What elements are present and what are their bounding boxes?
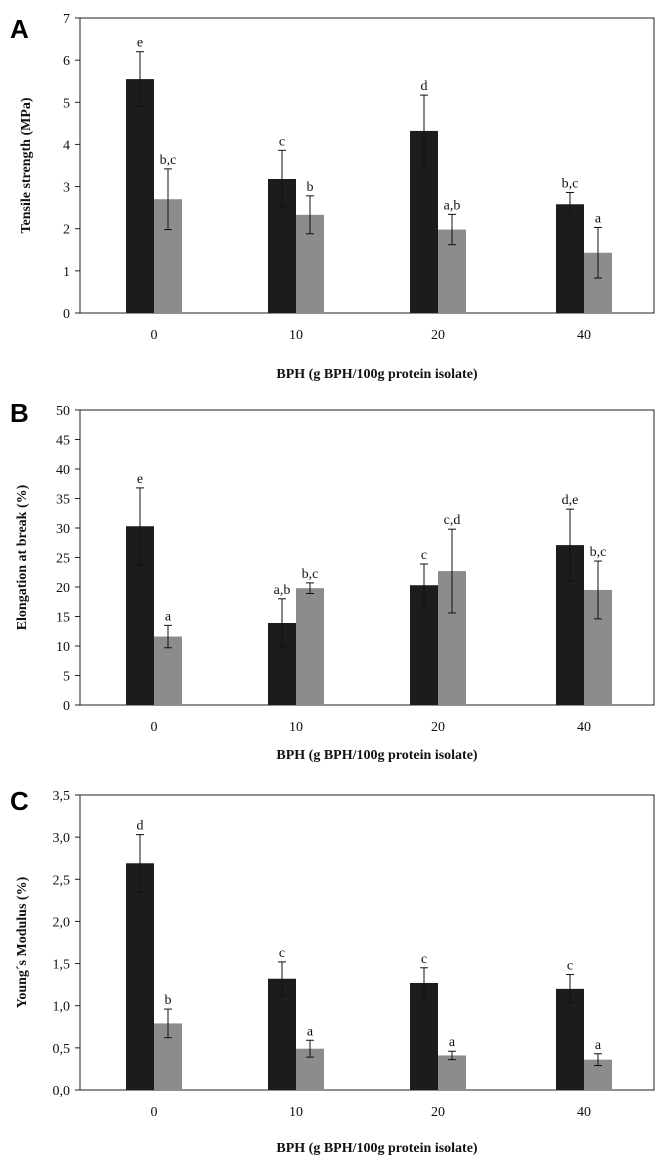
y-tick-label: 1: [63, 265, 70, 280]
significance-label: b,c: [562, 176, 579, 191]
bar: [556, 988, 584, 1090]
significance-label: a,b: [444, 198, 461, 213]
y-tick-label: 3: [63, 181, 70, 196]
bar: [268, 978, 296, 1090]
significance-label: d,e: [562, 493, 579, 508]
y-tick-label: 1,5: [53, 958, 71, 973]
bar: [410, 982, 438, 1090]
y-tick-label: 0: [63, 307, 70, 322]
significance-label: a: [595, 211, 602, 226]
significance-label: b,c: [302, 567, 319, 582]
y-tick-label: 7: [63, 12, 70, 27]
significance-label: c: [279, 134, 285, 149]
y-tick-label: 2,0: [53, 915, 71, 930]
y-tick-label: 2: [63, 223, 70, 238]
significance-label: d: [137, 819, 144, 834]
chart-panel-c: C 0,0 0,5 1,0 1,5 2,0 2,5 3,0 3,5 Young´s Modulus…: [10, 786, 655, 1156]
significance-label: a,b: [274, 583, 291, 598]
significance-label: c: [421, 548, 427, 563]
panel-letter: C: [10, 786, 29, 816]
significance-label: b,c: [590, 545, 607, 560]
y-tick-label: 15: [56, 611, 70, 626]
chart-panel-b: B 0 5 10 15 20 25 30 35 40 45 50 Elongation at break…: [10, 398, 655, 763]
significance-label: c: [567, 959, 573, 974]
significance-label: c,d: [444, 513, 461, 528]
x-tick-label: 0: [151, 328, 158, 343]
bar: [126, 79, 154, 313]
significance-label: a: [595, 1038, 602, 1053]
y-tick-label: 5: [63, 96, 70, 111]
panel-letter: A: [10, 14, 29, 44]
significance-label: c: [421, 952, 427, 967]
significance-label: b,c: [160, 153, 177, 168]
y-tick-label: 0,5: [53, 1042, 71, 1057]
x-tick-label: 10: [289, 1105, 303, 1120]
significance-label: b: [307, 180, 314, 195]
x-tick-label: 0: [151, 720, 158, 735]
significance-label: b: [165, 993, 172, 1008]
significance-label: d: [421, 79, 428, 94]
significance-label: e: [137, 472, 143, 487]
y-tick-label: 6: [63, 54, 70, 69]
x-tick-label: 40: [577, 720, 591, 735]
y-tick-label: 5: [63, 670, 70, 685]
plot-frame: [79, 17, 655, 314]
significance-label: a: [307, 1024, 314, 1039]
y-tick-label: 2,5: [53, 873, 71, 888]
y-tick-label: 25: [56, 552, 70, 567]
y-tick-label: 40: [56, 463, 70, 478]
panel-letter: B: [10, 398, 29, 428]
y-tick-label: 20: [56, 581, 70, 596]
y-tick-label: 45: [56, 434, 70, 449]
bar: [438, 1055, 466, 1090]
y-tick-label: 4: [63, 138, 70, 153]
y-tick-label: 0: [63, 699, 70, 714]
x-tick-label: 20: [431, 328, 445, 343]
x-tick-label: 40: [577, 328, 591, 343]
significance-label: a: [449, 1035, 456, 1050]
y-tick-label: 3,0: [53, 831, 71, 846]
bar: [126, 863, 154, 1090]
x-tick-label: 20: [431, 1105, 445, 1120]
y-tick-label: 3,5: [53, 789, 71, 804]
y-tick-label: 30: [56, 522, 70, 537]
y-tick-label: 50: [56, 404, 70, 419]
x-axis-label: BPH (g BPH/100g protein isolate): [276, 748, 478, 763]
x-axis-label: BPH (g BPH/100g protein isolate): [276, 367, 478, 382]
x-tick-label: 20: [431, 720, 445, 735]
x-axis-label: BPH (g BPH/100g protein isolate): [276, 1141, 478, 1156]
significance-label: c: [279, 946, 285, 961]
x-tick-label: 10: [289, 720, 303, 735]
bar: [296, 588, 324, 705]
significance-label: e: [137, 36, 143, 51]
y-axis-label: Young´s Modulus (%): [15, 876, 30, 1008]
plot-frame: [79, 794, 655, 1091]
x-tick-label: 40: [577, 1105, 591, 1120]
y-tick-label: 0,0: [53, 1084, 71, 1099]
significance-label: a: [165, 609, 172, 624]
y-tick-label: 10: [56, 640, 70, 655]
x-tick-label: 10: [289, 328, 303, 343]
y-axis-label: Tensile strength (MPa): [19, 97, 34, 233]
y-axis-label: Elongation at break (%): [15, 484, 30, 630]
chart-panel-a: A 0 1 2 3 4 5 6 7 Tensile strength (MPa) 0 10 20 40 BP…: [10, 12, 655, 382]
y-tick-label: 35: [56, 493, 70, 508]
y-tick-label: 1,0: [53, 1000, 71, 1015]
x-tick-label: 0: [151, 1105, 158, 1120]
bar: [556, 204, 584, 313]
